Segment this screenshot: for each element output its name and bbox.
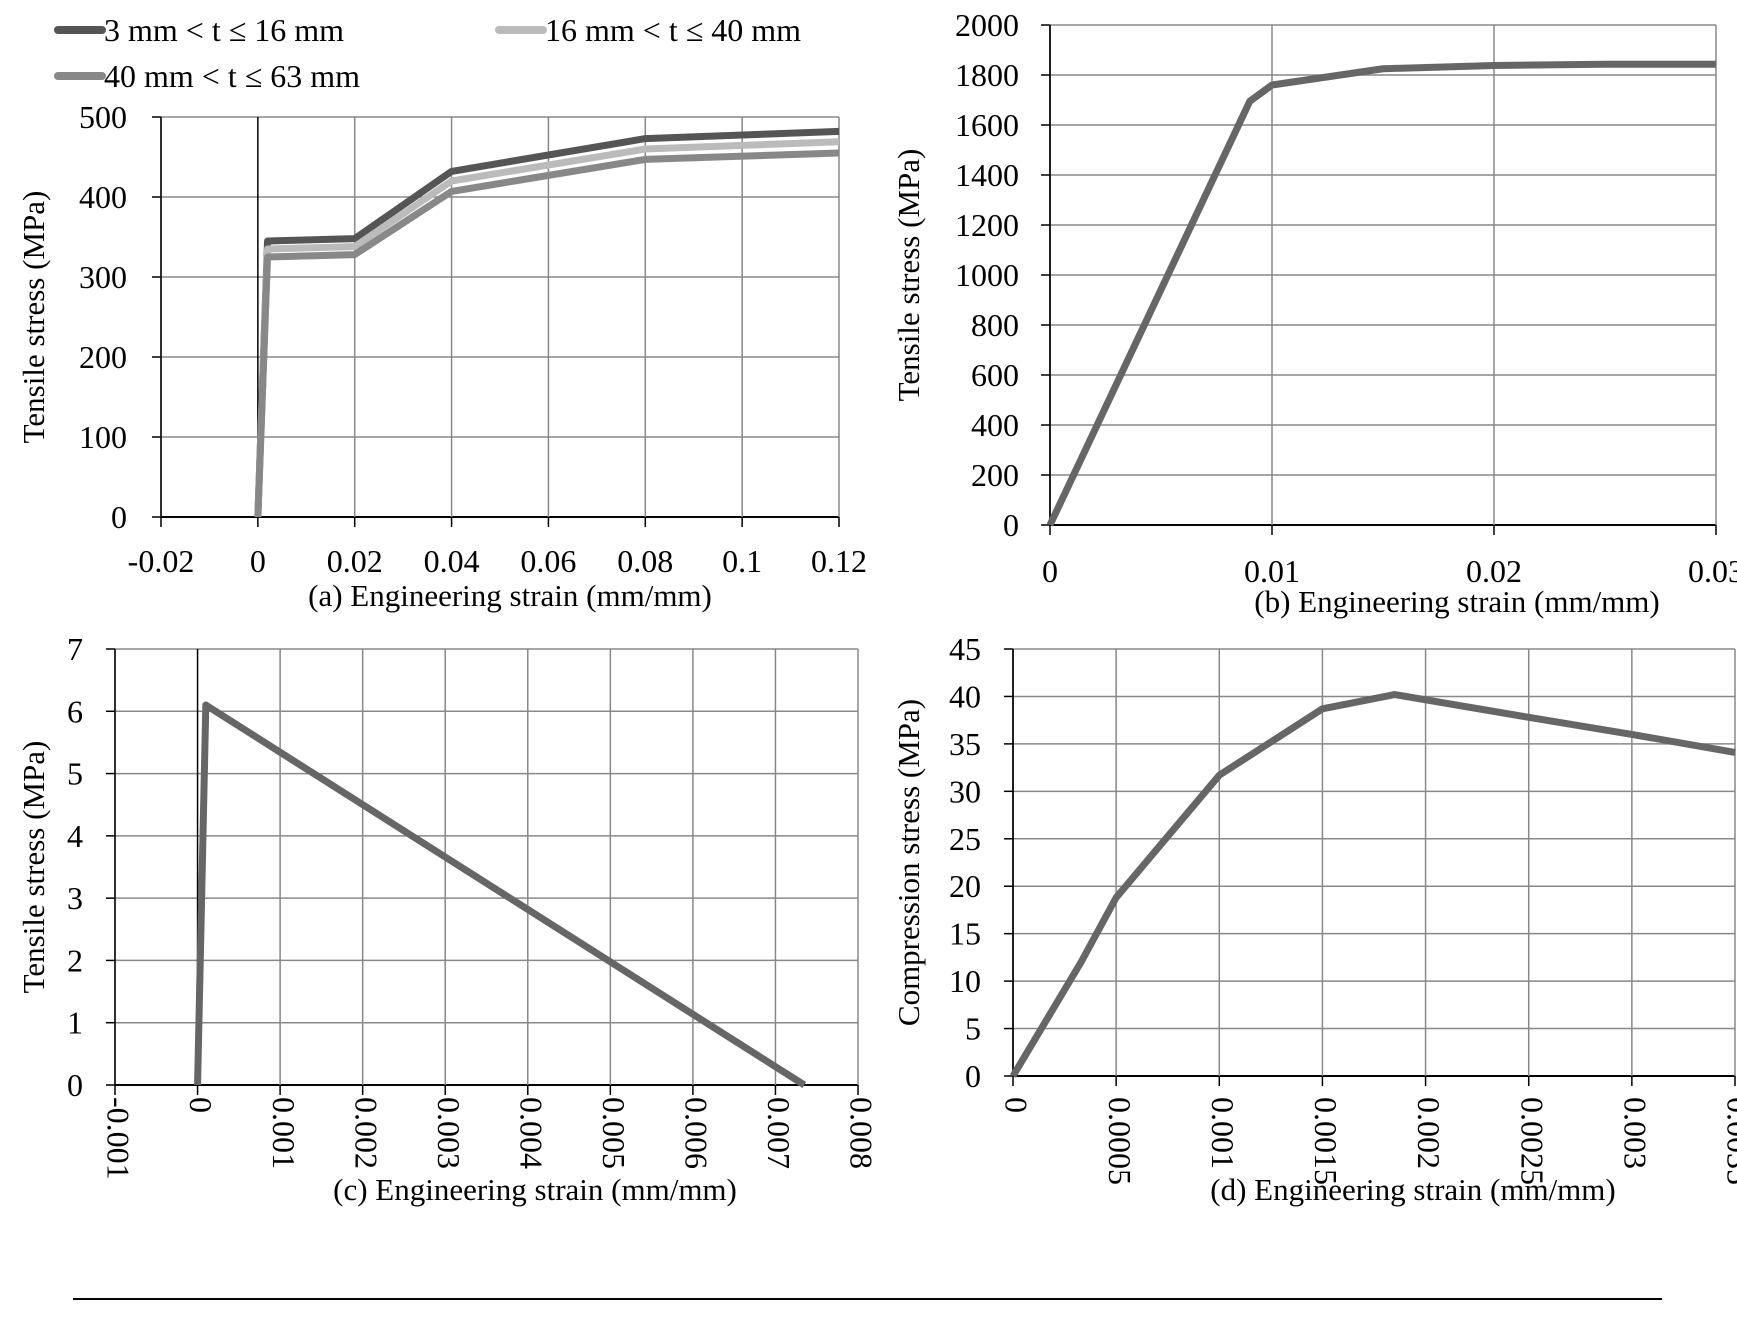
y-tick-label: 600 bbox=[971, 357, 1019, 393]
y-tick-label: 1 bbox=[67, 1005, 83, 1041]
x-tick-label: 0.002 bbox=[1411, 1097, 1447, 1169]
x-axis-title: (a) Engineering strain (mm/mm) bbox=[308, 578, 712, 613]
x-tick-label: 0.06 bbox=[520, 543, 576, 579]
x-tick-label: 0 bbox=[250, 543, 266, 579]
y-tick-label: 30 bbox=[949, 773, 981, 809]
series-line-a-2 bbox=[254, 149, 840, 518]
y-tick-label: 2000 bbox=[955, 7, 1019, 43]
y-tick-label: 0 bbox=[67, 1067, 83, 1103]
y-tick-label: 5 bbox=[67, 756, 83, 792]
x-tick-label: -0.02 bbox=[128, 543, 195, 579]
y-tick-label: 4 bbox=[67, 818, 83, 854]
x-tick-label: 0 bbox=[183, 1097, 219, 1113]
y-tick-label: 5 bbox=[965, 1011, 981, 1047]
y-tick-label: 1800 bbox=[955, 57, 1019, 93]
y-tick-label: 100 bbox=[79, 419, 127, 455]
y-tick-label: 45 bbox=[949, 631, 981, 667]
y-tick-label: 1600 bbox=[955, 107, 1019, 143]
x-tick-label: 0.0025 bbox=[1514, 1097, 1550, 1185]
x-axis-title: (d) Engineering strain (mm/mm) bbox=[1210, 1172, 1615, 1207]
x-tick-label: 0.03 bbox=[1688, 553, 1737, 589]
y-tick-label: 400 bbox=[79, 179, 127, 215]
x-tick-label: 0.08 bbox=[617, 543, 673, 579]
y-tick-label: 1200 bbox=[955, 207, 1019, 243]
x-tick-label: 0.002 bbox=[348, 1097, 384, 1169]
x-tick-label: 0.003 bbox=[431, 1097, 467, 1169]
y-tick-label: 1000 bbox=[955, 257, 1019, 293]
x-tick-label: 0.001 bbox=[266, 1097, 302, 1169]
x-tick-label: 0.003 bbox=[1618, 1097, 1654, 1169]
x-axis-title: (b) Engineering strain (mm/mm) bbox=[1254, 584, 1659, 619]
legend-label: 16 mm < t ≤ 40 mm bbox=[545, 12, 801, 48]
x-tick-label: 0.0015 bbox=[1308, 1097, 1344, 1185]
x-axis-title: (c) Engineering strain (mm/mm) bbox=[333, 1172, 737, 1207]
y-tick-label: 500 bbox=[79, 99, 127, 135]
x-tick-label: 0 bbox=[999, 1097, 1035, 1113]
x-tick-label: 0.007 bbox=[761, 1097, 797, 1169]
x-tick-label: 0.001 bbox=[1205, 1097, 1241, 1169]
y-tick-label: 2 bbox=[67, 942, 83, 978]
x-tick-label: 0.04 bbox=[424, 543, 480, 579]
y-tick-label: 0 bbox=[965, 1058, 981, 1094]
y-tick-label: 0 bbox=[111, 499, 127, 535]
x-tick-label: -0.001 bbox=[101, 1097, 137, 1180]
x-tick-label: 0.004 bbox=[513, 1097, 549, 1169]
y-tick-label: 3 bbox=[67, 880, 83, 916]
x-tick-label: 0.006 bbox=[679, 1097, 715, 1169]
y-axis-title: Tensile stress (MPa) bbox=[16, 741, 51, 994]
y-tick-label: 7 bbox=[67, 631, 83, 667]
x-tick-label: 0.02 bbox=[1466, 553, 1522, 589]
x-tick-label: 0.01 bbox=[1244, 553, 1300, 589]
y-axis-title: Tensile stress (MPa) bbox=[891, 149, 926, 402]
series-line-c-0 bbox=[194, 701, 807, 1088]
chart-d: 0 5 10 15 20 25 30 35 40 45 0 0.0005 0.001 0.0015 0.00… bbox=[891, 631, 1737, 1207]
y-tick-label: 6 bbox=[67, 693, 83, 729]
y-tick-label: 10 bbox=[949, 963, 981, 999]
x-tick-label: 0.008 bbox=[844, 1097, 880, 1169]
series-line-d-0 bbox=[1009, 691, 1736, 1078]
y-tick-label: 0 bbox=[1003, 507, 1019, 543]
y-tick-label: 35 bbox=[949, 726, 981, 762]
x-tick-label: 0 bbox=[1042, 553, 1058, 589]
y-tick-label: 15 bbox=[949, 916, 981, 952]
chart-c: 0 1 2 3 4 5 6 7 -0.001 0 0.001 0.002 0.003 0.004 0.005… bbox=[16, 631, 880, 1207]
y-tick-label: 40 bbox=[949, 678, 981, 714]
y-tick-label: 20 bbox=[949, 868, 981, 904]
series-line-b-0 bbox=[1046, 60, 1716, 527]
y-tick-label: 25 bbox=[949, 821, 981, 857]
y-tick-label: 300 bbox=[79, 259, 127, 295]
x-tick-label: 0.02 bbox=[327, 543, 383, 579]
y-tick-label: 200 bbox=[79, 339, 127, 375]
x-tick-label: 0.0005 bbox=[1102, 1097, 1138, 1185]
x-tick-label: 0.1 bbox=[722, 543, 762, 579]
legend-label: 3 mm < t ≤ 16 mm bbox=[104, 12, 344, 48]
y-axis-title: Compression stress (MPa) bbox=[891, 699, 926, 1026]
y-tick-label: 200 bbox=[971, 457, 1019, 493]
y-axis-title: Tensile stress (MPa) bbox=[16, 191, 51, 444]
legend-label: 40 mm < t ≤ 63 mm bbox=[104, 58, 360, 94]
y-tick-label: 1400 bbox=[955, 157, 1019, 193]
x-tick-label: 0.12 bbox=[811, 543, 867, 579]
x-tick-label: 0.005 bbox=[596, 1097, 632, 1169]
y-tick-label: 800 bbox=[971, 307, 1019, 343]
y-tick-label: 400 bbox=[971, 407, 1019, 443]
chart-b: 0 200 400 600 800 1000 1200 1400 1600 1800 2000 0 0.… bbox=[891, 7, 1737, 619]
x-tick-label: 0.0035 bbox=[1721, 1097, 1737, 1185]
